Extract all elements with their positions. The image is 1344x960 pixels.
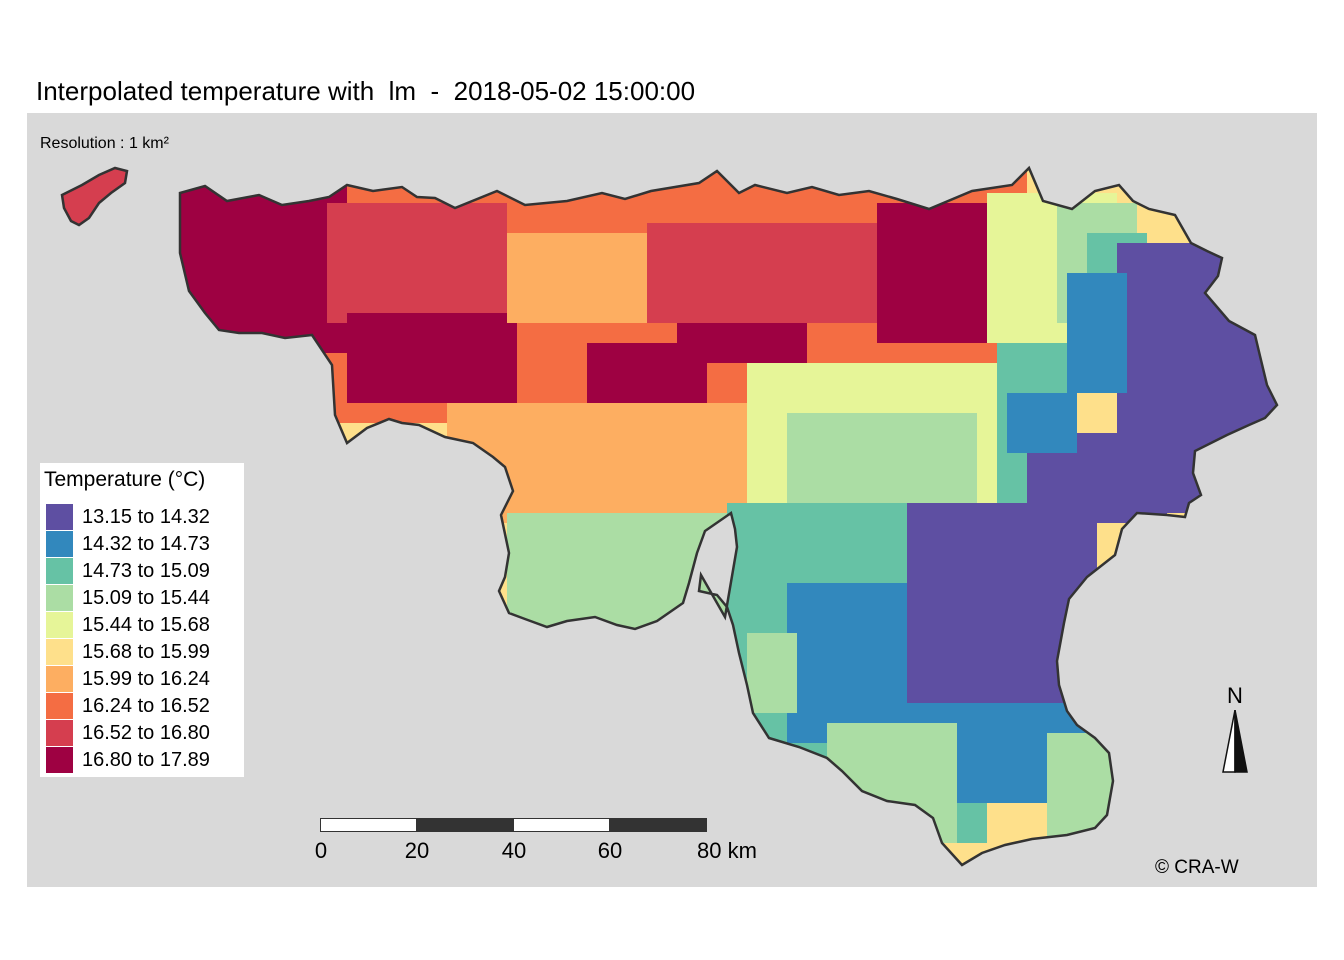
- legend-item: 14.32 to 14.73: [46, 531, 242, 558]
- scale-bar-tick: 80 km: [697, 838, 757, 863]
- map-panel: Resolution : 1 km² Temperature (°C) 13.1…: [27, 113, 1317, 887]
- legend-title: Temperature (°C): [44, 468, 206, 491]
- scale-bar-segment: [513, 818, 610, 832]
- copyright: © CRA-W: [1155, 857, 1239, 878]
- legend-swatch: [46, 504, 73, 530]
- north-label: N: [1227, 683, 1243, 708]
- legend-label: 16.80 to 17.89: [82, 749, 210, 771]
- legend-item: 15.68 to 15.99: [46, 639, 242, 666]
- scale-bar-tick: 60: [597, 838, 623, 863]
- scale-bar-tick: 40: [501, 838, 527, 863]
- legend-label: 16.52 to 16.80: [82, 722, 210, 744]
- legend-swatch: [46, 531, 73, 557]
- legend-label: 14.73 to 15.09: [82, 560, 210, 582]
- temperature-raster-map: [60, 165, 1279, 867]
- scale-bar-segment: [320, 818, 417, 832]
- resolution-note: Resolution : 1 km²: [40, 135, 169, 152]
- region-boundary: [178, 165, 1279, 867]
- scale-bar-segment: [416, 818, 514, 832]
- legend-swatch: [46, 639, 73, 665]
- scale-bar-tick: 20: [404, 838, 430, 863]
- legend-label: 14.32 to 14.73: [82, 533, 210, 555]
- enclave-boundary: [60, 166, 129, 227]
- scale-bar-segment: [609, 818, 707, 832]
- legend-swatch: [46, 666, 73, 692]
- legend: Temperature (°C) 13.15 to 14.32 14.32 to…: [40, 463, 244, 777]
- legend-label: 16.24 to 16.52: [82, 695, 210, 717]
- scale-bar-tick: 0: [314, 838, 328, 863]
- legend-item: 15.09 to 15.44: [46, 585, 242, 612]
- north-arrow: N: [1215, 683, 1255, 778]
- legend-swatch: [46, 585, 73, 611]
- legend-item: 14.73 to 15.09: [46, 558, 242, 585]
- legend-swatch: [46, 558, 73, 584]
- north-arrow-icon: [1222, 710, 1248, 773]
- legend-item: 16.52 to 16.80: [46, 720, 242, 747]
- legend-label: 13.15 to 14.32: [82, 506, 210, 528]
- temperature-raster: [62, 168, 1277, 865]
- legend-label: 15.44 to 15.68: [82, 614, 210, 636]
- legend-label: 15.68 to 15.99: [82, 641, 210, 663]
- legend-label: 15.09 to 15.44: [82, 587, 210, 609]
- legend-swatch: [46, 720, 73, 746]
- legend-item: 15.44 to 15.68: [46, 612, 242, 639]
- legend-swatch: [46, 693, 73, 719]
- legend-swatch: [46, 612, 73, 638]
- legend-item: 15.99 to 16.24: [46, 666, 242, 693]
- legend-item: 16.80 to 17.89: [46, 747, 242, 774]
- legend-label: 15.99 to 16.24: [82, 668, 210, 690]
- legend-item: 13.15 to 14.32: [46, 504, 242, 531]
- map-title: Interpolated temperature with lm - 2018-…: [36, 76, 696, 106]
- scale-bar: 0 20 40 60 80 km: [315, 818, 757, 868]
- legend-swatch: [46, 747, 73, 773]
- legend-item: 16.24 to 16.52: [46, 693, 242, 720]
